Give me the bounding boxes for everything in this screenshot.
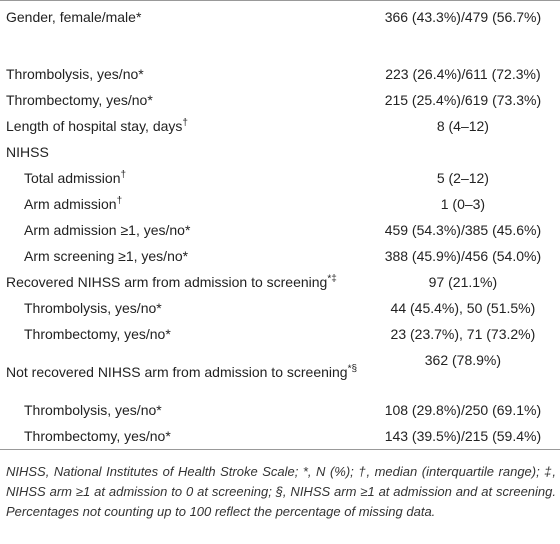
table-footnote: NIHSS, National Institutes of Health Str… [6,464,556,519]
row-label: Thrombectomy, yes/no* [6,92,153,108]
row-value: 23 (23.7%), 71 (73.2%) [390,326,536,342]
row: Length of hospital stay, days† 8 (4–12) [0,113,560,139]
row-value: 223 (26.4%)/611 (72.3%) [385,66,541,82]
row-label: Thrombolysis, yes/no* [24,402,162,418]
row: Recovered NIHSS arm from admission to sc… [0,269,560,295]
row-label: Arm admission [24,196,117,212]
row-label: Arm admission ≥1, yes/no* [24,222,191,238]
row-value [366,139,560,165]
row-value: 388 (45.9%)/456 (54.0%) [384,248,542,264]
row: Thrombolysis, yes/no* 223 (26.4%)/611 (72… [0,61,560,87]
row-value: 366 (43.3%)/479 (56.7%) [384,9,542,25]
row-value: 108 (29.8%)/250 (69.1%) [384,402,542,418]
row: Thrombolysis, yes/no* 44 (45.4%), 50 (51.… [0,295,560,321]
row: Thrombectomy, yes/no* 143 (39.5%)/215 (59… [0,423,560,450]
row: Thrombectomy, yes/no* 23 (23.7%), 71 (73.… [0,321,560,347]
row-value: 44 (45.4%), 50 (51.5%) [390,300,536,316]
row-label: Total admission [24,170,121,186]
footnote-mark: † [120,169,127,181]
row-value: 215 (25.4%)/619 (73.3%) [384,92,542,108]
row-value: 459 (54.3%)/385 (45.6%) [384,222,542,238]
row-value: 362 (78.9%) [424,352,502,368]
footnote-mark: *‡ [327,273,337,285]
row-value: 5 (2–12) [436,170,489,186]
row: Total admission† 5 (2–12) [0,165,560,191]
row-label: Length of hospital stay, days [6,118,183,134]
row-value: 97 (21.1%) [428,274,498,290]
row: Gender, female/male* 366 (43.3%)/479 (56.… [0,1,560,32]
row-value: 143 (39.5%)/215 (59.4%) [384,428,542,444]
row-label: NIHSS [6,144,49,160]
row: NIHSS [0,139,560,165]
row-label-cell: Arm admission† [0,191,366,217]
row-label: Arm screening ≥1, yes/no* [24,248,189,264]
row: Not recovered NIHSS arm from admission t… [0,347,560,397]
footnote-mark: *§ [347,363,358,375]
row-label: Gender, female/male* [6,9,142,25]
row: Arm admission ≥1, yes/no* 459 (54.3%)/385… [0,217,560,243]
row-value: 8 (4–12) [436,118,489,134]
row-label: Recovered NIHSS arm from admission to sc… [6,274,328,290]
row-label: Thrombolysis, yes/no* [6,66,144,82]
row-value: 1 (0–3) [440,196,486,212]
row: Thrombolysis, yes/no* 108 (29.8%)/250 (69… [0,397,560,423]
row: Arm admission† 1 (0–3) [0,191,560,217]
row: Thrombectomy, yes/no* 215 (25.4%)/619 (73… [0,87,560,113]
row-label: Thrombectomy, yes/no* [24,326,171,342]
row-label-cell: Recovered NIHSS arm from admission to sc… [0,269,366,295]
row-label-cell: Length of hospital stay, days† [0,113,366,139]
footnote-mark: † [182,117,188,129]
row-label: Thrombolysis, yes/no* [24,300,162,316]
footnote-mark: † [116,195,123,207]
spacer [0,31,560,61]
row-label: Not recovered NIHSS arm from admission t… [6,364,348,380]
row-label: Thrombectomy, yes/no* [24,428,171,444]
row-label-cell: Not recovered NIHSS arm from admission t… [0,347,366,397]
row-label-cell: Total admission† [0,165,366,191]
data-table: Gender, female/male* 366 (43.3%)/479 (56.… [0,0,560,450]
row: Arm screening ≥1, yes/no* 388 (45.9%)/456… [0,243,560,269]
